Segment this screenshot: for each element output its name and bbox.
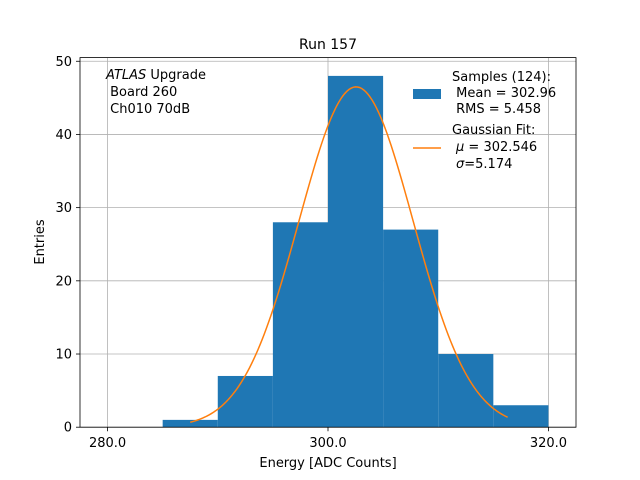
y-axis-label: Entries [33,219,48,265]
legend-fit-mu-symbol: μ [455,140,464,155]
svg-text:σ=5.174: σ=5.174 [456,157,512,172]
legend-fit-sigma-symbol: σ [456,157,465,172]
annotation-channel: Ch010 70dB [106,102,190,117]
annotation-upgrade: Upgrade [146,68,206,83]
legend-hist-label-1: Samples (124): [452,70,551,85]
svg-text:ATLAS Upgrade: ATLAS Upgrade [105,68,206,83]
y-tick-label-0: 0 [64,421,72,436]
x-axis-ticks: 280.0 300.0 320.0 [89,427,567,451]
y-tick-label-5: 50 [55,55,72,70]
histogram-bar-5 [438,354,494,428]
chart-title: Run 157 [299,37,357,53]
histogram-bar-4 [383,229,439,428]
x-axis-label: Energy [ADC Counts] [259,456,396,471]
histogram-bar-3 [328,75,384,428]
legend: Samples (124): Mean = 302.96 RMS = 5.458… [413,70,556,172]
legend-fit-mu-value: = 302.546 [464,140,537,155]
legend-hist-label-2: Mean = 302.96 [452,86,556,101]
annotation-board: Board 260 [106,85,177,100]
legend-fit-label-1: Gaussian Fit: [452,123,535,138]
y-tick-label-3: 30 [55,201,72,216]
legend-hist-label-3: RMS = 5.458 [452,102,541,117]
annotation-atlas: ATLAS [105,68,146,83]
histogram-bar-2 [272,222,328,428]
gaussian-fit-curve [190,86,508,423]
histogram-bar-0 [162,419,218,428]
svg-text:μ = 302.546: μ = 302.546 [455,140,537,155]
y-tick-label-2: 20 [55,274,72,289]
legend-hist-patch [413,89,441,99]
y-tick-label-4: 40 [55,128,72,143]
y-axis-ticks: 0 10 20 30 40 50 [55,55,80,436]
histogram-bars [162,75,549,428]
annotation-text: ATLAS Upgrade Board 260 Ch010 70dB [105,68,206,117]
x-tick-label-0: 280.0 [89,436,126,451]
x-tick-label-2: 320.0 [530,436,567,451]
legend-fit-sigma-value: =5.174 [464,157,512,172]
histogram-bar-6 [493,405,549,428]
x-tick-label-1: 300.0 [309,436,346,451]
y-tick-label-1: 10 [55,348,72,363]
